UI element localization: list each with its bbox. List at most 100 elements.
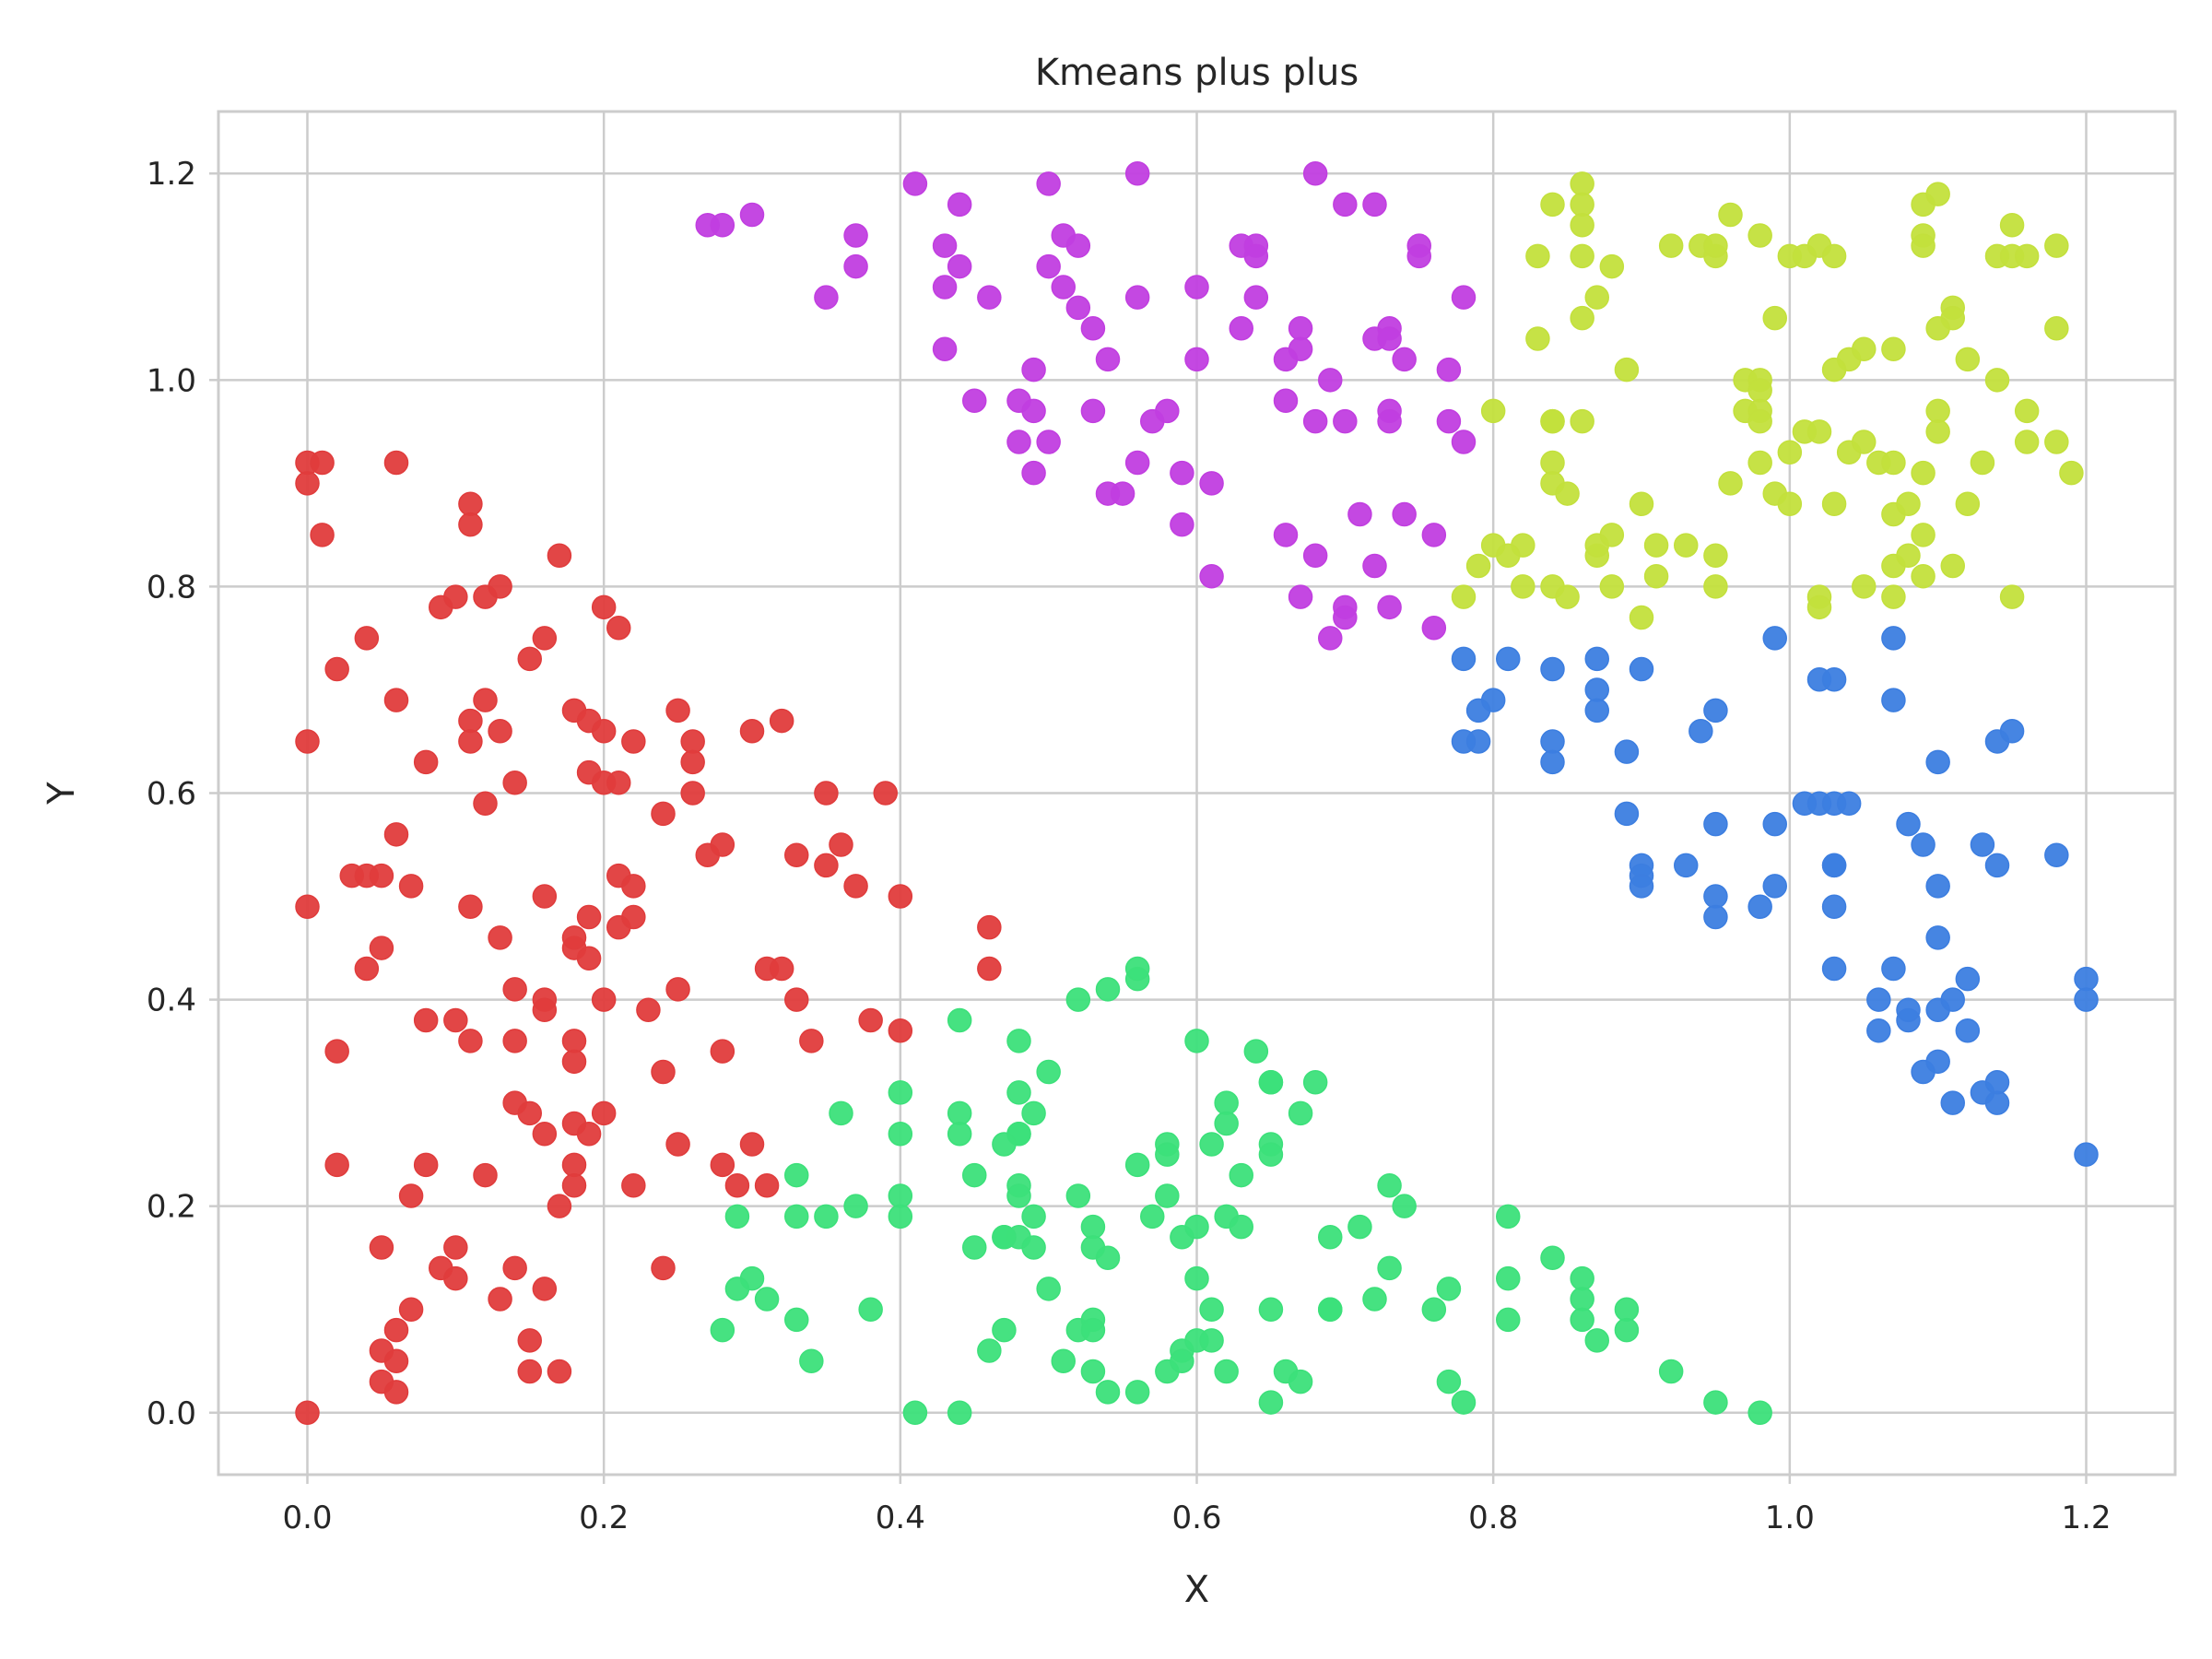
data-point xyxy=(2059,460,2084,486)
x-tick-label: 1.0 xyxy=(1765,1500,1815,1536)
data-point xyxy=(413,749,439,775)
data-point xyxy=(1258,1297,1284,1322)
data-point xyxy=(1629,656,1654,682)
data-point xyxy=(1333,192,1358,218)
data-point xyxy=(829,1100,853,1126)
data-point xyxy=(458,894,483,919)
data-point xyxy=(413,1152,439,1178)
cluster-1 xyxy=(295,450,1002,1426)
data-point xyxy=(1451,584,1477,609)
data-point xyxy=(1258,1142,1284,1167)
data-point xyxy=(1658,1359,1684,1384)
data-point xyxy=(1896,543,1921,569)
data-point xyxy=(1318,368,1343,393)
data-point xyxy=(1940,987,1965,1012)
data-point xyxy=(1021,357,1046,382)
data-point xyxy=(873,781,898,806)
data-point xyxy=(665,1132,690,1157)
data-point xyxy=(473,688,498,712)
data-point xyxy=(651,801,676,827)
data-point xyxy=(1036,1059,1061,1085)
data-point xyxy=(383,450,409,476)
data-point xyxy=(1124,956,1150,982)
data-point xyxy=(561,1152,587,1178)
data-point xyxy=(814,781,839,806)
data-point xyxy=(1362,553,1387,579)
data-point xyxy=(1525,326,1550,351)
y-tick-label: 0.0 xyxy=(147,1395,196,1432)
data-point xyxy=(1970,832,1995,857)
data-point xyxy=(324,1152,349,1178)
data-point xyxy=(1540,656,1565,682)
data-point xyxy=(902,1400,928,1426)
data-point xyxy=(1095,1245,1121,1270)
data-point xyxy=(992,1317,1017,1343)
data-point xyxy=(1584,646,1609,672)
data-point xyxy=(1955,966,1981,992)
data-point xyxy=(1540,749,1565,775)
data-point xyxy=(473,791,498,816)
data-point xyxy=(1540,1245,1565,1270)
data-point xyxy=(488,1287,512,1312)
data-point xyxy=(739,719,765,744)
data-point xyxy=(1302,543,1328,569)
data-point xyxy=(398,1183,424,1208)
data-point xyxy=(814,853,839,878)
data-point xyxy=(947,1122,972,1147)
data-points xyxy=(295,160,2099,1426)
data-point xyxy=(1999,719,2025,744)
data-point xyxy=(295,471,320,496)
data-point xyxy=(1318,1297,1343,1322)
data-point xyxy=(1229,316,1253,341)
data-point xyxy=(1643,533,1669,558)
data-point xyxy=(1155,1183,1180,1208)
data-point xyxy=(1170,460,1194,486)
data-point xyxy=(502,1029,527,1053)
data-point xyxy=(888,1018,913,1043)
data-point xyxy=(1821,491,1847,517)
x-axis-label: X xyxy=(1184,1569,1209,1611)
data-point xyxy=(829,832,853,857)
cluster-2 xyxy=(695,160,1477,651)
data-point xyxy=(1170,512,1194,537)
data-point xyxy=(1584,285,1609,310)
data-point xyxy=(1703,904,1728,930)
data-point xyxy=(1881,584,1906,609)
data-point xyxy=(1199,1297,1224,1322)
data-point xyxy=(1065,295,1091,321)
data-point xyxy=(1629,605,1654,630)
data-point xyxy=(680,729,705,754)
data-point xyxy=(1080,316,1106,341)
data-point xyxy=(2014,429,2040,454)
data-point xyxy=(1821,853,1847,878)
data-point xyxy=(324,656,349,682)
y-tick-label: 0.2 xyxy=(147,1189,196,1226)
y-axis-label: Y xyxy=(41,782,83,806)
data-point xyxy=(1124,1152,1150,1178)
data-point xyxy=(1584,698,1609,724)
data-point xyxy=(621,904,646,930)
data-point xyxy=(1377,326,1402,351)
data-point xyxy=(1333,605,1358,630)
data-point xyxy=(458,729,483,754)
data-point xyxy=(1480,398,1506,424)
data-point xyxy=(1747,378,1772,403)
x-tick-label: 0.8 xyxy=(1468,1500,1518,1536)
data-point xyxy=(769,956,794,982)
data-point xyxy=(1421,523,1447,547)
data-point xyxy=(1881,336,1906,361)
data-point xyxy=(1599,523,1625,547)
data-point xyxy=(1821,894,1847,919)
data-point xyxy=(1866,1018,1891,1043)
data-point xyxy=(621,874,646,899)
data-point xyxy=(1288,316,1313,341)
data-point xyxy=(354,626,380,651)
data-point xyxy=(947,1400,972,1426)
data-point xyxy=(517,1328,542,1353)
data-point xyxy=(488,925,512,950)
data-point xyxy=(1036,253,1061,279)
data-point xyxy=(1006,1080,1031,1105)
data-point xyxy=(1570,305,1594,331)
data-point xyxy=(1911,832,1936,857)
data-point xyxy=(1302,1069,1328,1095)
